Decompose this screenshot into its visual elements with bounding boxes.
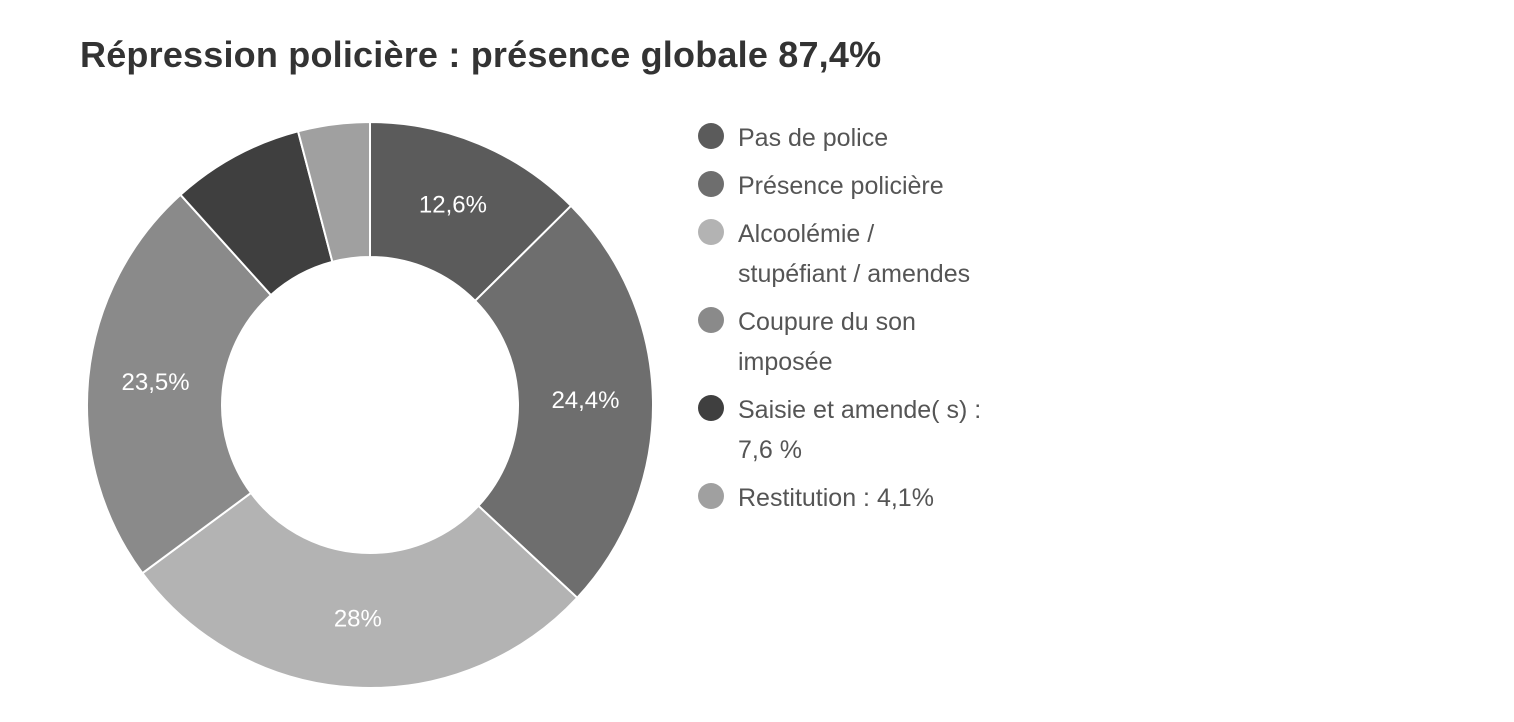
donut-slice[interactable] — [473, 204, 654, 600]
slice-value-label: 23,5% — [122, 369, 190, 396]
legend-item[interactable]: Présence policière — [698, 166, 998, 206]
donut-slices — [86, 120, 654, 689]
legend-swatch — [698, 123, 724, 149]
legend-swatch — [698, 171, 724, 197]
donut-slice[interactable] — [86, 193, 273, 575]
donut-slice[interactable] — [141, 491, 579, 689]
legend-label: Présence policière — [738, 172, 944, 200]
legend-swatch — [698, 219, 724, 245]
legend-swatch — [698, 307, 724, 333]
legend-label: Restitution : 4,1% — [738, 484, 934, 512]
chart-legend: Pas de police Présence policière Alcoolé… — [698, 118, 998, 526]
legend-item[interactable]: Saisie et amende( s) : 7,6 % — [698, 390, 998, 470]
slice-value-label: 24,4% — [551, 387, 619, 414]
slice-value-label: 28% — [334, 606, 382, 633]
donut-slice[interactable] — [296, 120, 371, 264]
slice-value-label: 12,6% — [419, 191, 487, 218]
legend-item[interactable]: Coupure du son imposée — [698, 302, 998, 382]
legend-item[interactable]: Pas de police — [698, 118, 998, 158]
donut-chart: 12,6% 24,4% 28% 23,5% — [86, 120, 654, 689]
legend-label: Coupure du son imposée — [738, 308, 916, 376]
legend-label: Pas de police — [738, 124, 889, 152]
legend-label: Saisie et amende( s) : 7,6 % — [738, 396, 982, 464]
donut-labels: 12,6% 24,4% 28% 23,5% — [122, 191, 620, 632]
chart-title: Répression policière : présence globale … — [80, 34, 882, 75]
legend-item[interactable]: Restitution : 4,1% — [698, 478, 998, 518]
legend-swatch — [698, 395, 724, 421]
legend-swatch — [698, 483, 724, 509]
legend-item[interactable]: Alcoolémie / stupéfiant / amendes — [698, 214, 998, 294]
legend-label: Alcoolémie / stupéfiant / amendes — [738, 220, 971, 288]
